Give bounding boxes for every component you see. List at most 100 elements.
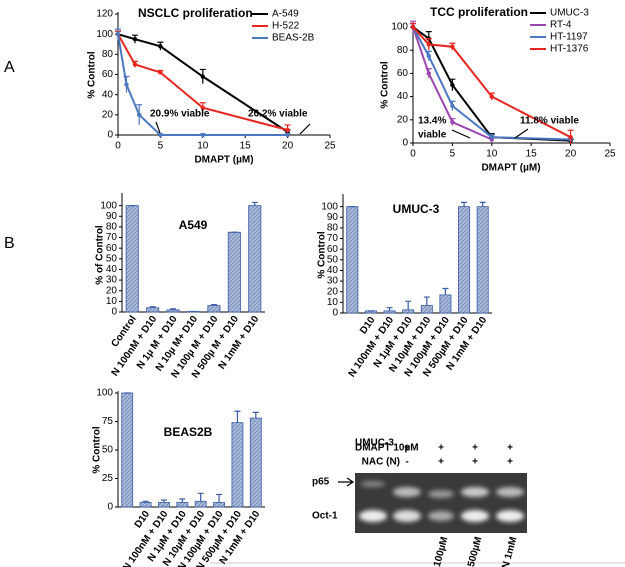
- point: [568, 135, 573, 140]
- point: [124, 82, 129, 87]
- point: [132, 62, 138, 67]
- y-tick-label: 10: [106, 296, 118, 307]
- y-tick-label: 30: [327, 276, 339, 287]
- point: [450, 82, 455, 88]
- chart-title: NSCLC proliferation: [138, 6, 253, 20]
- annotation-arrow: [451, 129, 471, 139]
- point: [132, 37, 138, 42]
- row-sign: +: [438, 457, 444, 468]
- y-tick-label: 90: [327, 212, 339, 223]
- x-tick-label: 10: [197, 141, 209, 152]
- bar-hatch: [439, 294, 452, 313]
- band-label: Oct-1: [312, 511, 338, 522]
- bar-hatch: [195, 501, 207, 507]
- error-bar: [216, 493, 223, 503]
- y-tick-label: 120: [96, 9, 113, 20]
- row-sign: +: [472, 457, 478, 468]
- row-label: NAC (N): [362, 457, 400, 468]
- y-tick-label: 40: [327, 265, 339, 276]
- y-tick-label: 100: [391, 22, 408, 33]
- y-axis-label: % Control: [87, 51, 98, 98]
- chart-title: A549: [179, 218, 208, 232]
- error-bar: [251, 201, 258, 206]
- error-bar: [442, 287, 449, 295]
- annotation-arrow: [514, 128, 529, 139]
- y-tick-label: 40: [106, 264, 118, 275]
- y-tick-label: 25: [102, 473, 114, 484]
- y-tick-label: 100: [96, 29, 113, 40]
- error-bar: [405, 300, 412, 310]
- row-sign: +: [404, 443, 410, 454]
- row-sign: +: [472, 443, 478, 454]
- y-tick-label: 70: [327, 233, 339, 244]
- x-tick-label: 5: [158, 141, 164, 152]
- annotation: viable: [418, 130, 447, 141]
- error-bar: [386, 307, 393, 311]
- gel-title: UMUC-3: [355, 438, 394, 449]
- band-label: p65: [312, 477, 330, 488]
- x-tick-label: 25: [604, 149, 616, 160]
- gel-bands: [359, 481, 524, 522]
- legend-label: A-549: [272, 9, 299, 20]
- bar-hatch: [207, 305, 221, 312]
- row-sign: +: [438, 443, 444, 454]
- x-tick-label: 20: [282, 141, 294, 152]
- point: [410, 24, 416, 30]
- row-sign: -: [371, 443, 374, 454]
- y-tick-label: 60: [106, 243, 118, 254]
- annotation: 20.9% viable: [150, 109, 210, 120]
- y-tick-label: 0: [332, 308, 338, 319]
- y-tick-label: 100: [100, 200, 117, 211]
- point: [200, 74, 205, 79]
- error-bar: [252, 411, 259, 419]
- x-tick-label: 0: [410, 149, 416, 160]
- y-tick-label: 80: [102, 49, 114, 60]
- band-arrow: [338, 477, 355, 487]
- x-tick-label: 15: [526, 149, 538, 160]
- point: [450, 103, 455, 109]
- error-bar: [142, 500, 149, 503]
- error-bar: [461, 201, 468, 207]
- y-tick-label: 90: [106, 211, 118, 222]
- bar-hatch: [166, 309, 180, 312]
- row-sign: +: [507, 443, 513, 454]
- error-bar: [210, 303, 217, 306]
- chart-title: BEAS2B: [164, 425, 213, 439]
- bar-hatch: [248, 205, 261, 312]
- bar-hatch: [477, 206, 489, 313]
- y-tick-label: 20: [106, 285, 118, 296]
- bar-hatch: [421, 305, 433, 313]
- y-tick-label: 0: [111, 307, 117, 318]
- y-tick-label: 30: [106, 275, 118, 286]
- y-tick-label: 50: [102, 445, 114, 456]
- y-tick-label: 100: [321, 201, 338, 212]
- y-tick-label: 50: [106, 253, 118, 264]
- y-tick-label: 20: [102, 109, 114, 120]
- x-tick-label: 5: [450, 149, 456, 160]
- bar-hatch: [402, 309, 414, 313]
- point: [137, 112, 142, 118]
- legend-label: H-522: [272, 21, 300, 32]
- bar-hatch: [250, 418, 262, 507]
- series-line: [117, 34, 288, 136]
- row-label: DMAPT 10µM: [355, 443, 419, 454]
- point: [285, 127, 290, 133]
- y-tick-label: 80: [327, 223, 339, 234]
- x-tick-label: 20: [565, 149, 577, 160]
- error-bar: [170, 308, 177, 310]
- y-tick-label: 70: [106, 232, 118, 243]
- bar-hatch: [158, 502, 170, 507]
- bar-hatch: [121, 393, 133, 507]
- y-tick-label: 60: [102, 69, 114, 80]
- y-tick-label: 10: [327, 297, 339, 308]
- y-tick-label: 20: [397, 114, 409, 125]
- point: [158, 132, 163, 138]
- row-sign: -: [371, 457, 374, 468]
- point: [200, 105, 205, 110]
- x-tick-label: 15: [240, 141, 252, 152]
- point: [450, 119, 455, 125]
- x-axis-label: DMAPT (µM): [194, 155, 253, 166]
- point: [158, 44, 163, 49]
- x-tick-label: 0: [115, 141, 121, 152]
